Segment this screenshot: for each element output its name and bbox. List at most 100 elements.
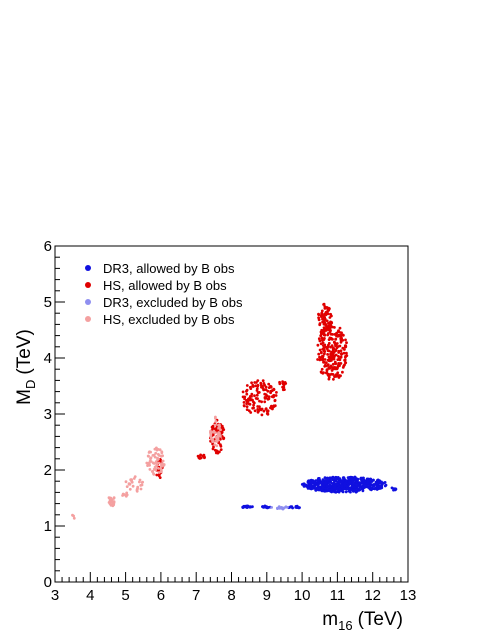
- data-point: [319, 334, 323, 338]
- data-point: [157, 466, 160, 470]
- data-point: [316, 486, 320, 490]
- data-point: [321, 344, 325, 347]
- data-point: [245, 408, 249, 411]
- x-tick-label: 13: [400, 587, 417, 604]
- data-point: [349, 490, 352, 494]
- data-point: [218, 423, 221, 427]
- data-point: [333, 326, 336, 329]
- data-point: [325, 484, 329, 488]
- data-point: [333, 490, 336, 494]
- data-point: [131, 484, 135, 488]
- data-point: [112, 501, 116, 505]
- data-point: [162, 463, 166, 466]
- data-point: [366, 481, 370, 485]
- data-point: [322, 348, 326, 352]
- data-point: [154, 460, 158, 464]
- data-point: [350, 478, 354, 482]
- data-point: [323, 364, 327, 368]
- data-point: [278, 380, 281, 384]
- data-point: [392, 488, 395, 492]
- data-point: [264, 396, 268, 400]
- data-point: [217, 432, 221, 435]
- data-point: [283, 381, 287, 384]
- data-point: [155, 473, 159, 477]
- data-point: [266, 506, 269, 510]
- data-point: [328, 488, 331, 491]
- data-point: [139, 487, 143, 491]
- data-point: [133, 475, 137, 478]
- data-point: [128, 482, 132, 486]
- data-point: [317, 318, 321, 322]
- data-point: [331, 476, 335, 479]
- data-point: [338, 326, 342, 330]
- data-point: [331, 482, 335, 486]
- data-point: [243, 504, 247, 508]
- data-point: [242, 401, 246, 404]
- y-tick-label: 3: [44, 406, 52, 423]
- data-point: [339, 338, 343, 342]
- data-point: [314, 481, 317, 485]
- data-point: [353, 475, 357, 479]
- data-point: [316, 343, 320, 347]
- data-point: [267, 386, 271, 389]
- data-point: [213, 443, 217, 447]
- data-point: [272, 395, 275, 399]
- data-point: [320, 311, 324, 315]
- data-point: [214, 436, 218, 439]
- data-point: [270, 506, 273, 509]
- data-point: [344, 490, 348, 494]
- y-axis-label-unit: (TeV): [14, 329, 35, 374]
- data-point: [339, 333, 342, 337]
- data-point: [355, 484, 359, 487]
- data-point: [383, 484, 387, 488]
- data-point: [321, 358, 325, 362]
- data-point: [281, 381, 285, 385]
- legend-marker: [85, 316, 91, 322]
- data-point: [246, 400, 250, 403]
- data-point: [334, 375, 338, 378]
- data-point: [151, 470, 155, 473]
- data-point: [253, 394, 256, 398]
- x-axis-label-sub: 16: [338, 618, 352, 633]
- data-point: [325, 319, 329, 323]
- data-point: [210, 437, 214, 440]
- data-point: [146, 454, 150, 458]
- data-point: [254, 384, 258, 388]
- data-point: [345, 484, 349, 488]
- data-point: [304, 483, 308, 487]
- data-point: [320, 336, 324, 340]
- data-point: [266, 389, 270, 393]
- legend-marker: [85, 299, 91, 305]
- data-point: [394, 487, 398, 491]
- data-point: [381, 481, 385, 485]
- data-point: [326, 373, 330, 377]
- data-point: [380, 484, 383, 488]
- data-point: [318, 358, 322, 362]
- data-point: [341, 346, 345, 350]
- y-axis-label: MD (TeV): [14, 329, 38, 405]
- data-point: [342, 333, 345, 337]
- data-point: [157, 461, 161, 465]
- data-point: [281, 385, 284, 389]
- data-point: [317, 337, 321, 341]
- data-point: [156, 456, 159, 460]
- data-point: [324, 481, 328, 485]
- data-point: [210, 425, 214, 429]
- data-point: [245, 384, 249, 387]
- data-points: [71, 302, 398, 520]
- data-point: [321, 371, 325, 375]
- data-point: [318, 339, 322, 343]
- data-point: [322, 333, 326, 337]
- data-point: [322, 326, 326, 330]
- data-point: [329, 325, 332, 329]
- legend-label: DR3, excluded by B obs: [103, 295, 243, 310]
- data-point: [248, 385, 252, 389]
- data-point: [279, 506, 283, 510]
- data-point: [291, 506, 294, 510]
- x-tick-labels: 3 4 5 6 7 8 9 10 11 12 13: [51, 587, 417, 604]
- data-point: [276, 506, 279, 510]
- data-point: [324, 324, 328, 327]
- data-point: [325, 326, 329, 330]
- data-point: [323, 305, 327, 308]
- data-point: [367, 485, 370, 489]
